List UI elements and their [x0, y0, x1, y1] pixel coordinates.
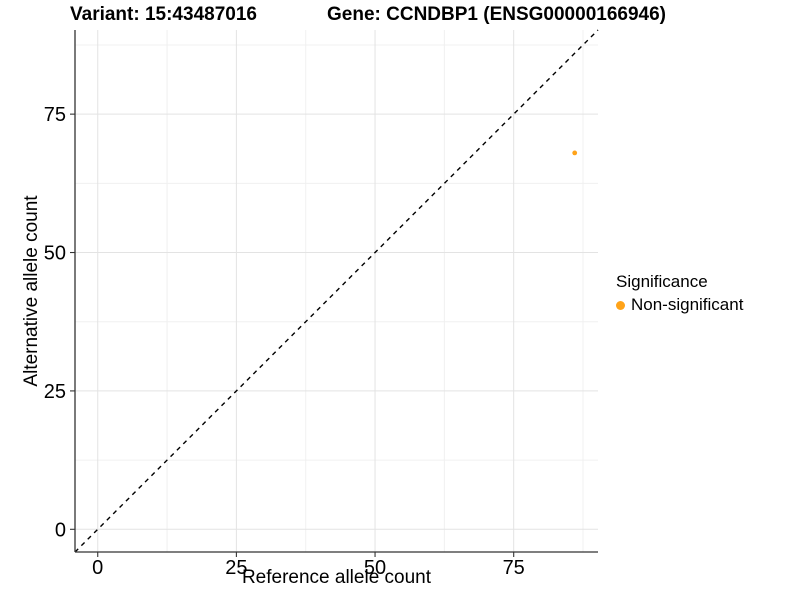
identity-reference-line	[74, 29, 599, 553]
x-tick-label: 50	[364, 557, 386, 579]
gene-title: Gene: CCNDBP1 (ENSG00000166946)	[327, 4, 666, 25]
data-point	[572, 150, 578, 156]
legend-item: Non-significant	[616, 295, 743, 315]
variant-title: Variant: 15:43487016	[70, 4, 257, 25]
x-axis-title: Reference allele count	[241, 567, 432, 588]
y-tick-label: 0	[55, 519, 66, 541]
x-tick-label: 75	[503, 557, 525, 579]
y-tick-label: 50	[44, 243, 66, 265]
legend-point-icon	[616, 300, 625, 310]
y-tick-label: 25	[44, 381, 66, 403]
x-tick-label: 25	[225, 557, 247, 579]
legend: Significance Non-significant	[616, 272, 743, 315]
x-tick-label: 0	[92, 557, 103, 579]
legend-item-label: Non-significant	[631, 295, 744, 314]
legend-title: Significance	[616, 272, 708, 291]
y-tick-label: 75	[44, 104, 66, 126]
y-axis-title: Alternative allele count	[21, 195, 42, 387]
